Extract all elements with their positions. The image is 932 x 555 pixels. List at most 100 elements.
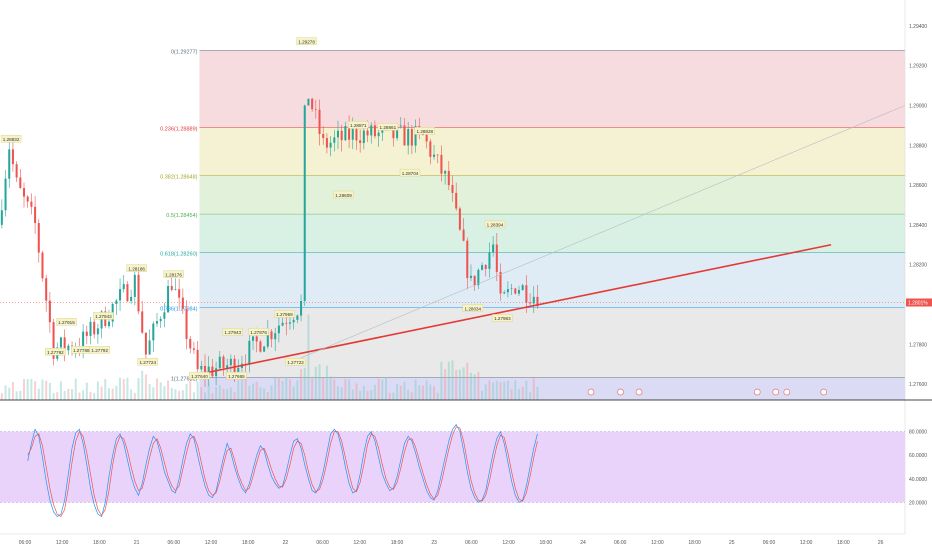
candle-body	[429, 141, 432, 157]
candle-body	[119, 289, 122, 301]
candle-body	[292, 319, 295, 323]
volume-bar	[506, 380, 509, 400]
candle-body	[222, 356, 225, 368]
time-tick-label: 21	[134, 540, 140, 546]
candle-body	[126, 284, 129, 302]
time-tick-label: 23	[431, 540, 437, 546]
volume-bar	[130, 389, 133, 400]
candle-body	[355, 128, 358, 141]
candle-body	[492, 244, 495, 253]
candle-body	[115, 300, 118, 304]
volume-bar	[396, 384, 399, 400]
candle-body	[455, 192, 458, 209]
volume-bar	[410, 392, 413, 400]
price-label: 1.27983	[492, 314, 513, 322]
stoch-series-1	[27, 426, 538, 518]
price-label-box	[222, 328, 243, 336]
candle-body	[200, 365, 203, 370]
volume-bar	[266, 391, 269, 400]
stoch-tick-label: 20.0000	[909, 500, 927, 506]
volume-bar	[296, 380, 299, 400]
candle-body	[407, 129, 410, 146]
candle-body	[433, 154, 436, 157]
candle-body	[107, 321, 110, 327]
time-tick-label: 18:00	[540, 540, 553, 546]
price-label: 1.27665	[226, 371, 247, 380]
volume-bar	[392, 392, 395, 400]
candle-body	[159, 318, 162, 322]
volume-bar	[333, 379, 336, 400]
volume-bar	[462, 367, 465, 400]
candle-body	[174, 289, 177, 290]
candle-body	[362, 130, 365, 144]
candle-body	[170, 286, 173, 290]
volume-bar	[488, 380, 491, 400]
volume-bar	[359, 390, 362, 400]
candle-body	[314, 109, 317, 110]
volume-bar	[170, 387, 173, 400]
candle-body	[11, 149, 14, 165]
volume-bar	[399, 385, 402, 400]
candle-body	[351, 128, 354, 140]
candle-body	[152, 323, 155, 341]
candle-body	[532, 296, 535, 304]
candle-body	[133, 274, 136, 297]
price-tick-label: 1.29200	[909, 64, 927, 70]
current-price-text: 1.2801%	[908, 300, 928, 306]
volume-bar	[126, 377, 129, 400]
volume-bar	[45, 380, 48, 400]
volume-bar	[107, 388, 110, 400]
price-label-box	[189, 371, 210, 380]
volume-bar	[93, 393, 96, 400]
price-label-text: 1.27943	[224, 330, 241, 335]
volume-bar	[370, 389, 373, 400]
price-label-text: 1.28034	[465, 306, 482, 311]
price-label-text: 1.27792	[91, 348, 108, 353]
candle-body	[462, 229, 465, 241]
candle-body	[529, 302, 532, 304]
price-label-text: 1.27792	[47, 350, 64, 355]
candle-body	[26, 196, 29, 202]
candle-body	[288, 322, 291, 324]
fib-zone-0.786	[199, 307, 906, 378]
volume-bar	[196, 381, 199, 400]
volume-bar	[174, 389, 177, 400]
time-tick-label: 06:00	[19, 540, 32, 546]
volume-bar	[122, 379, 125, 400]
candle-body	[499, 271, 502, 294]
time-tick-label: 12:00	[56, 540, 69, 546]
candle-body	[311, 98, 314, 110]
candle-body	[348, 125, 351, 140]
fib-label-1: 1(1.27632)	[171, 377, 198, 383]
volume-bar	[237, 380, 240, 400]
time-tick-label: 12:00	[502, 540, 515, 546]
price-label: 1.28832	[0, 135, 22, 143]
volume-bar	[373, 384, 376, 400]
price-label-box	[285, 357, 306, 366]
price-tick-label: 1.28400	[909, 223, 927, 229]
fib-label-0.786: 0.786(1.27984)	[160, 307, 197, 313]
candle-body	[85, 331, 88, 336]
candle-body	[458, 208, 461, 230]
fib-zone-1	[199, 377, 906, 400]
volume-bar	[215, 386, 218, 400]
candle-body	[517, 290, 521, 294]
volume-bar	[318, 364, 321, 400]
volume-bar	[458, 369, 461, 400]
event-marker	[617, 388, 624, 396]
price-label-box	[296, 37, 317, 45]
price-label: 1.28828	[414, 127, 435, 135]
price-label-text: 1.28609	[335, 193, 352, 198]
volume-bar	[514, 380, 517, 400]
price-tick-label: 1.27600	[909, 382, 927, 388]
price-tick-label: 1.28600	[909, 183, 927, 189]
volume-bar	[444, 369, 447, 400]
price-label: 1.27943	[222, 328, 243, 336]
volume-bar	[111, 388, 114, 400]
volume-bar	[22, 379, 26, 400]
volume-bar	[59, 381, 62, 400]
price-label-text: 1.27876	[250, 330, 267, 335]
candle-body	[263, 346, 266, 352]
